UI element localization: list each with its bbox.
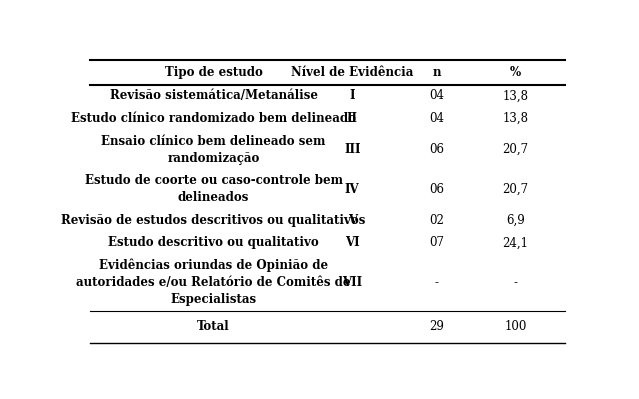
Text: Nível de Evidência: Nível de Evidência: [291, 66, 413, 79]
Text: Revisão de estudos descritivos ou qualitativos: Revisão de estudos descritivos ou qualit…: [61, 214, 366, 227]
Text: %: %: [510, 66, 521, 79]
Text: IV: IV: [345, 183, 360, 196]
Text: II: II: [347, 112, 358, 125]
Text: Estudo de coorte ou caso-controle bem
delineados: Estudo de coorte ou caso-controle bem de…: [84, 174, 343, 204]
Text: 20,7: 20,7: [503, 143, 528, 156]
Text: 100: 100: [504, 320, 527, 333]
Text: I: I: [350, 89, 355, 103]
Text: III: III: [344, 143, 360, 156]
Text: 6,9: 6,9: [506, 214, 525, 227]
Text: Estudo descritivo ou qualitativo: Estudo descritivo ou qualitativo: [108, 237, 319, 249]
Text: 20,7: 20,7: [503, 183, 528, 196]
Text: 07: 07: [429, 237, 444, 249]
Text: 13,8: 13,8: [503, 89, 528, 103]
Text: 06: 06: [429, 143, 444, 156]
Text: VI: VI: [345, 237, 360, 249]
Text: 24,1: 24,1: [503, 237, 528, 249]
Text: n: n: [432, 66, 441, 79]
Text: Evidências oriundas de Opinião de
autoridades e/ou Relatório de Comitês de
Espec: Evidências oriundas de Opinião de autori…: [76, 259, 351, 306]
Text: 04: 04: [429, 89, 444, 103]
Text: Ensaio clínico bem delineado sem
randomização: Ensaio clínico bem delineado sem randomi…: [102, 135, 326, 165]
Text: Estudo clínico randomizado bem delineado: Estudo clínico randomizado bem delineado: [71, 112, 356, 125]
Text: 04: 04: [429, 112, 444, 125]
Text: 29: 29: [429, 320, 444, 333]
Text: 06: 06: [429, 183, 444, 196]
Text: 02: 02: [429, 214, 444, 227]
Text: -: -: [435, 276, 438, 289]
Text: Tipo de estudo: Tipo de estudo: [165, 66, 263, 79]
Text: -: -: [514, 276, 518, 289]
Text: Revisão sistemática/Metanálise: Revisão sistemática/Metanálise: [109, 89, 318, 103]
Text: Total: Total: [197, 320, 230, 333]
Text: 13,8: 13,8: [503, 112, 528, 125]
Text: V: V: [348, 214, 357, 227]
Text: VII: VII: [343, 276, 362, 289]
